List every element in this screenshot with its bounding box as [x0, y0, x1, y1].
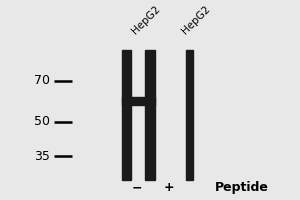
Text: 50: 50 [34, 115, 50, 128]
Text: HepG2: HepG2 [130, 4, 162, 36]
Bar [122, 50, 131, 180]
Text: −: − [131, 181, 142, 194]
Text: 70: 70 [34, 74, 50, 87]
Bar [186, 50, 193, 180]
Text: 35: 35 [34, 150, 50, 163]
Text: HepG2: HepG2 [180, 4, 212, 36]
Bar [145, 50, 155, 180]
Text: +: + [164, 181, 175, 194]
Bar [122, 97, 155, 105]
Text: Peptide: Peptide [215, 181, 269, 194]
